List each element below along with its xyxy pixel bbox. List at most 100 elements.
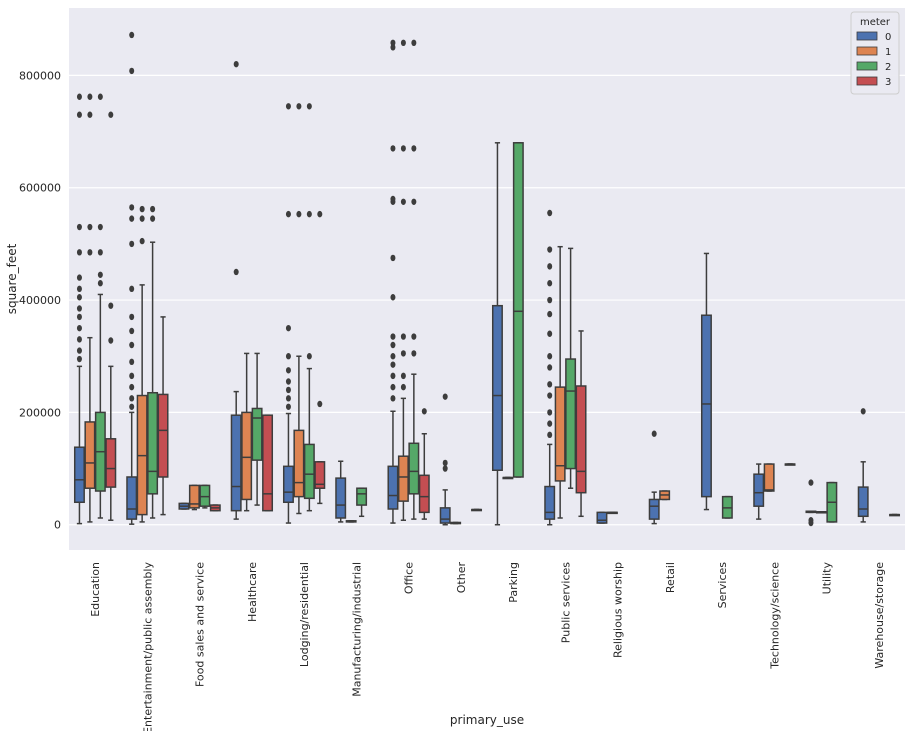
legend-swatch [856, 61, 878, 71]
outlier-point [87, 93, 93, 100]
outlier-point [547, 209, 553, 217]
outlier-point [129, 240, 135, 248]
outlier-point [390, 383, 396, 391]
outlier-point [233, 60, 239, 68]
outlier-point [390, 39, 396, 47]
outlier-point [390, 254, 396, 262]
y-tick-label: 200000 [19, 406, 61, 419]
outlier-point [139, 215, 145, 222]
outlier-point [129, 204, 135, 211]
outlier-point [306, 210, 312, 218]
outlier-point [129, 395, 135, 402]
box-1-7 [450, 521, 462, 525]
outlier-point [306, 353, 312, 360]
outlier-point [390, 333, 396, 340]
outlier-point [285, 210, 291, 218]
outlier-point [129, 285, 135, 293]
box-3-9 [575, 330, 587, 518]
outlier-point [97, 249, 103, 256]
box-1-13 [763, 463, 775, 492]
iqr-box [157, 393, 169, 478]
outlier-point [547, 364, 553, 371]
iqr-box [648, 498, 660, 520]
outlier-point [442, 393, 448, 400]
box-3-13 [784, 463, 796, 466]
outlier-point [296, 103, 302, 110]
outlier-point [547, 431, 553, 439]
outlier-point [87, 223, 93, 231]
box-0-3 [230, 60, 242, 520]
iqr-box [188, 484, 200, 509]
plot-area [69, 8, 905, 550]
x-tick-label: Services [716, 562, 729, 609]
legend-title: meter [860, 17, 891, 28]
outlier-point [317, 210, 323, 218]
x-tick-label: Education [89, 562, 102, 617]
outlier-point [150, 205, 156, 213]
iqr-box [84, 421, 96, 489]
iqr-box [554, 386, 566, 482]
box-2-6 [408, 39, 420, 520]
x-tick-label: Retail [664, 562, 677, 593]
outlier-point [317, 400, 323, 408]
outlier-point [547, 392, 553, 399]
outlier-point [808, 479, 814, 486]
outlier-point [400, 383, 406, 391]
outlier-point [97, 223, 103, 231]
box-2-3 [251, 352, 263, 506]
x-tick-label: Other [455, 562, 468, 594]
outlier-point [76, 324, 82, 332]
x-tick-label: Healthcare [246, 562, 259, 622]
outlier-point [129, 403, 135, 410]
outlier-point [97, 93, 103, 100]
iqr-box [335, 477, 347, 519]
outlier-point [285, 386, 291, 394]
outlier-point [129, 31, 135, 39]
x-tick-label: Parking [507, 562, 520, 603]
x-tick-label: Entertainment/public assembly [141, 562, 154, 731]
outlier-point [390, 294, 396, 301]
outlier-point [129, 372, 135, 380]
outlier-point [411, 145, 417, 152]
outlier-point [76, 223, 82, 231]
outlier-point [129, 383, 135, 391]
box-3-3 [262, 414, 274, 512]
outlier-point [400, 372, 406, 380]
x-axis-ticks: Education Entertainment/public assembly Fo… [89, 562, 886, 731]
box-1-1 [136, 205, 148, 523]
box-0-5 [335, 460, 347, 523]
x-tick-label: Food sales and service [194, 562, 207, 687]
legend-swatch [856, 31, 878, 41]
outlier-point [285, 353, 291, 360]
iqr-box [565, 358, 577, 470]
outlier-point [651, 430, 657, 437]
box-1-8 [502, 476, 514, 480]
outlier-point [547, 280, 553, 287]
iqr-box [73, 446, 85, 504]
outlier-point [421, 408, 427, 415]
y-tick-label: 0 [54, 519, 61, 532]
box-2-4 [303, 103, 315, 512]
outlier-point [442, 459, 448, 467]
iqr-box [126, 476, 138, 520]
x-tick-label: Manufacturing/industrial [350, 562, 363, 697]
outlier-point [129, 67, 135, 75]
y-tick-label: 800000 [19, 69, 61, 82]
outlier-point [547, 420, 553, 427]
x-tick-label: Warehouse/storage [873, 562, 886, 669]
iqr-box [147, 391, 159, 495]
outlier-point [108, 111, 114, 118]
box-0-10 [596, 511, 608, 524]
box-0-13 [753, 463, 765, 520]
outlier-point [285, 378, 291, 385]
legend-label: 0 [885, 32, 891, 43]
outlier-point [233, 268, 239, 276]
box-1-11 [659, 490, 671, 501]
outlier-point [400, 39, 406, 47]
outlier-point [390, 44, 396, 51]
iqr-box [439, 507, 451, 524]
box-0-4 [282, 103, 294, 524]
outlier-point [411, 39, 417, 47]
outlier-point [285, 324, 291, 332]
